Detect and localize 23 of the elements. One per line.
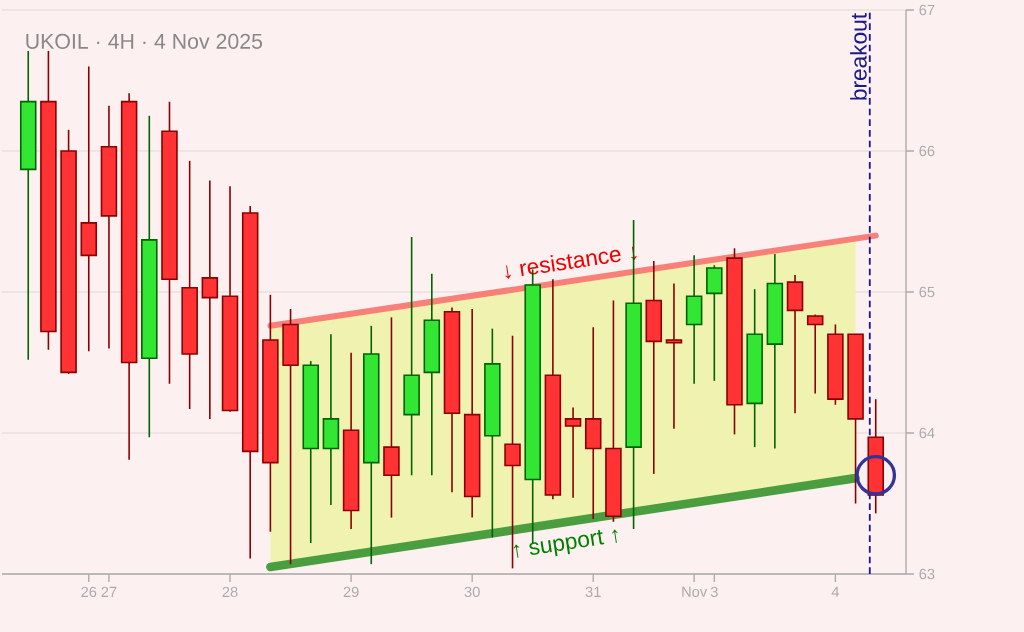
y-tick-label: 67 [919, 4, 935, 16]
x-tick-label: 26 [81, 586, 97, 598]
candlestick [665, 282, 683, 430]
x-tick-label: 31 [585, 586, 601, 598]
x-tick-label: 29 [343, 586, 359, 598]
candlestick [80, 65, 98, 353]
y-tick-label: 66 [919, 145, 935, 157]
x-tick-label: 28 [222, 586, 238, 598]
text: ↑ support ↑ [513, 529, 618, 558]
candlestick [504, 334, 521, 570]
text: UKOIL · 4H · 4 Nov 2025 [26, 33, 263, 49]
y-tick-label: 64 [919, 427, 935, 439]
x-tick-label: 4 [831, 586, 840, 597]
candlestick [806, 313, 824, 395]
annotation: breakout [850, 13, 867, 100]
candlestick [564, 406, 582, 499]
y-tick-label: 65 [919, 286, 935, 298]
x-tick-label: 3 [710, 586, 718, 598]
x-tick-label: 27 [101, 586, 117, 597]
x-tick-label: 30 [464, 586, 480, 598]
candlestick [201, 179, 219, 420]
y-tick-label: 63 [919, 568, 935, 580]
x-tick-label: Nov [682, 586, 708, 597]
